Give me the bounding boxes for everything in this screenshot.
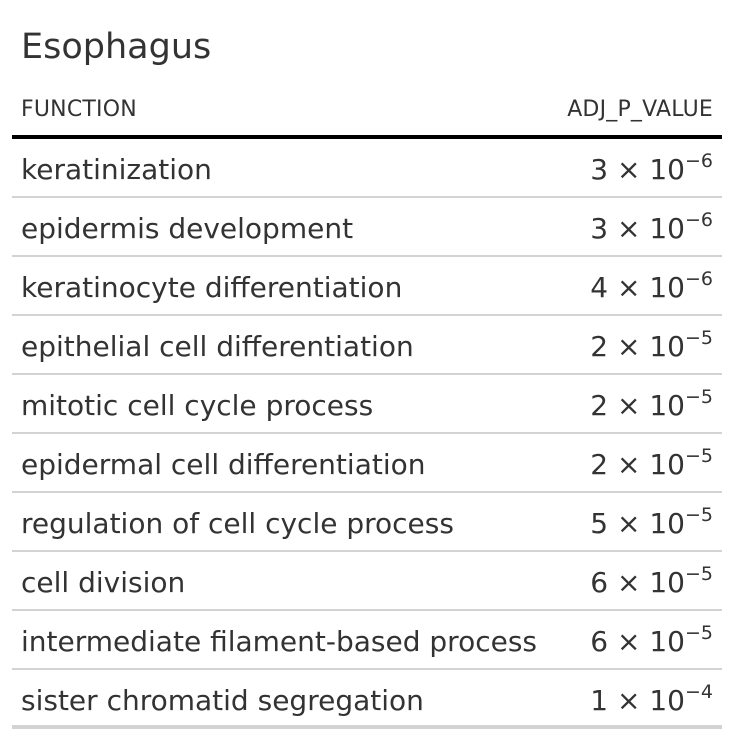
p-value-cell: 3 × 10−6 xyxy=(590,209,713,245)
function-cell: cell division xyxy=(21,566,186,599)
column-header-function: FUNCTION xyxy=(21,97,137,122)
p-value-exponent: −5 xyxy=(684,563,713,585)
function-cell: intermediate filament-based process xyxy=(21,625,537,658)
function-cell: regulation of cell cycle process xyxy=(21,507,454,540)
table-row: regulation of cell cycle process 5 × 10−… xyxy=(12,493,722,552)
p-value-cell: 3 × 10−6 xyxy=(590,150,713,186)
table-title: Esophagus xyxy=(21,27,212,67)
p-value-mantissa: 2 xyxy=(590,389,609,422)
p-value-cell: 4 × 10−6 xyxy=(590,268,713,304)
p-value-mantissa: 1 xyxy=(590,684,609,717)
function-cell: sister chromatid segregation xyxy=(21,684,424,717)
function-cell: keratinocyte differentiation xyxy=(21,271,403,304)
p-value-cell: 6 × 10−5 xyxy=(590,622,713,658)
p-value-exponent: −6 xyxy=(684,150,713,172)
function-cell: mitotic cell cycle process xyxy=(21,389,374,422)
enrichment-table: Esophagus FUNCTION ADJ_P_VALUE keratiniz… xyxy=(12,0,722,729)
function-cell: epidermal cell differentiation xyxy=(21,448,426,481)
p-value-exponent: −6 xyxy=(684,209,713,231)
table-row: keratinocyte differentiation 4 × 10−6 xyxy=(12,257,722,316)
table-row: mitotic cell cycle process 2 × 10−5 xyxy=(12,375,722,434)
p-value-mantissa: 4 xyxy=(590,271,609,304)
table-row: epithelial cell differentiation 2 × 10−5 xyxy=(12,316,722,375)
table-row: intermediate filament-based process 6 × … xyxy=(12,611,722,670)
table-row: epidermal cell differentiation 2 × 10−5 xyxy=(12,434,722,493)
p-value-cell: 5 × 10−5 xyxy=(590,504,713,540)
table-row: cell division 6 × 10−5 xyxy=(12,552,722,611)
p-value-exponent: −5 xyxy=(684,386,713,408)
column-header-adj-p-value: ADJ_P_VALUE xyxy=(567,97,713,122)
p-value-cell: 2 × 10−5 xyxy=(590,386,713,422)
function-cell: epidermis development xyxy=(21,212,354,245)
p-value-cell: 2 × 10−5 xyxy=(590,445,713,481)
p-value-exponent: −6 xyxy=(684,268,713,290)
p-value-exponent: −4 xyxy=(684,681,713,703)
p-value-mantissa: 3 xyxy=(590,212,609,245)
p-value-mantissa: 6 xyxy=(590,566,609,599)
table-header: FUNCTION ADJ_P_VALUE xyxy=(12,94,722,139)
p-value-exponent: −5 xyxy=(684,445,713,467)
p-value-exponent: −5 xyxy=(684,327,713,349)
p-value-exponent: −5 xyxy=(684,622,713,644)
p-value-cell: 2 × 10−5 xyxy=(590,327,713,363)
p-value-mantissa: 6 xyxy=(590,625,609,658)
p-value-mantissa: 2 xyxy=(590,448,609,481)
function-cell: epithelial cell differentiation xyxy=(21,330,414,363)
p-value-cell: 1 × 10−4 xyxy=(590,681,713,717)
p-value-mantissa: 5 xyxy=(590,507,609,540)
p-value-mantissa: 2 xyxy=(590,330,609,363)
p-value-exponent: −5 xyxy=(684,504,713,526)
function-cell: keratinization xyxy=(21,153,212,186)
table-row: keratinization 3 × 10−6 xyxy=(12,139,722,198)
p-value-cell: 6 × 10−5 xyxy=(590,563,713,599)
table-row: epidermis development 3 × 10−6 xyxy=(12,198,722,257)
table-row: sister chromatid segregation 1 × 10−4 xyxy=(12,670,722,729)
table-body: keratinization 3 × 10−6 epidermis develo… xyxy=(12,139,722,729)
p-value-mantissa: 3 xyxy=(590,153,609,186)
